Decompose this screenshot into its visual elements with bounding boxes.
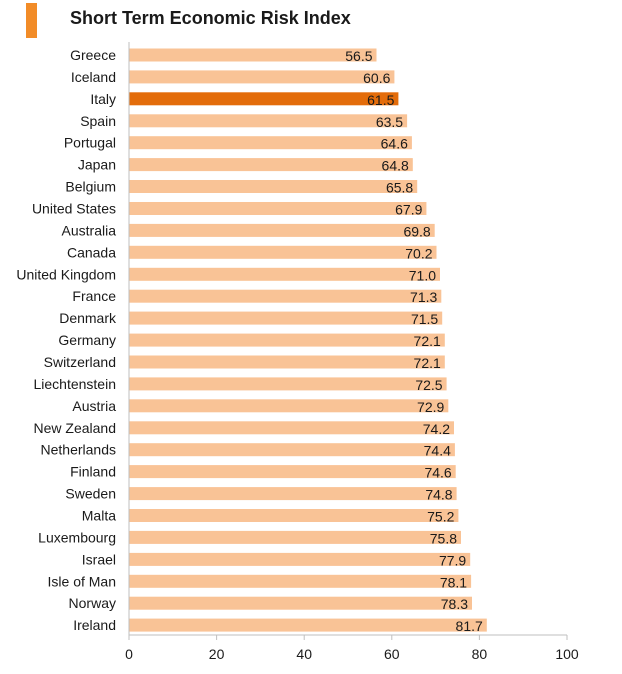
- bar: [129, 530, 461, 544]
- data-label: 78.1: [440, 574, 467, 590]
- data-label: 75.2: [427, 509, 454, 525]
- data-label: 72.5: [415, 377, 442, 393]
- data-label: 74.8: [425, 487, 452, 503]
- bar: [129, 180, 418, 193]
- bar: [129, 465, 456, 479]
- category-label: Israel: [82, 551, 116, 567]
- category-label: Liechtenstein: [33, 376, 116, 392]
- bar: [129, 267, 440, 281]
- category-label: New Zealand: [34, 420, 117, 436]
- x-tick-label: 80: [472, 646, 488, 662]
- category-label: Portugal: [64, 135, 116, 151]
- category-label: Italy: [90, 91, 116, 107]
- data-label: 69.8: [403, 223, 430, 239]
- x-tick-label: 60: [384, 646, 400, 662]
- data-label: 60.6: [363, 70, 390, 86]
- category-label: Netherlands: [41, 442, 117, 458]
- category-label: United Kingdom: [16, 266, 116, 282]
- data-label: 72.1: [414, 355, 441, 371]
- category-label: Greece: [70, 47, 116, 63]
- chart-title: Short Term Economic Risk Index: [70, 8, 351, 28]
- data-label: 81.7: [456, 618, 483, 634]
- data-label: 74.2: [423, 421, 450, 437]
- data-label: 63.5: [376, 114, 403, 130]
- bar: [129, 596, 472, 610]
- category-label: United States: [32, 201, 116, 217]
- bar: [129, 399, 449, 413]
- category-label: Japan: [78, 157, 116, 173]
- bar: [129, 552, 471, 566]
- bar: [129, 421, 454, 435]
- category-label: Switzerland: [44, 354, 116, 370]
- x-tick-label: 40: [296, 646, 312, 662]
- bar: [129, 70, 395, 84]
- bar: [129, 136, 412, 150]
- bar: [129, 48, 377, 62]
- category-label: Sweden: [65, 486, 116, 502]
- bar: [129, 223, 435, 237]
- category-label: Belgium: [65, 179, 116, 195]
- category-label: Denmark: [59, 310, 117, 326]
- data-label: 65.8: [386, 180, 413, 196]
- category-label: Luxembourg: [38, 529, 116, 545]
- data-label: 71.3: [410, 289, 437, 305]
- bar: [129, 114, 408, 128]
- data-label: 77.9: [439, 552, 466, 568]
- bar: [129, 333, 445, 347]
- bar: [129, 574, 472, 588]
- data-label: 74.4: [424, 443, 451, 459]
- data-label: 71.0: [409, 267, 436, 283]
- bar: [129, 289, 442, 303]
- category-label: Malta: [82, 508, 116, 524]
- category-label: Germany: [58, 332, 116, 348]
- category-label: Austria: [72, 398, 116, 414]
- category-label: Finland: [70, 464, 116, 480]
- data-label: 72.1: [414, 333, 441, 349]
- bar: [129, 355, 445, 369]
- bar: [129, 245, 437, 259]
- bar: [129, 311, 443, 325]
- category-label: Canada: [67, 244, 116, 260]
- category-label: Isle of Man: [48, 573, 116, 589]
- bar: [129, 202, 427, 215]
- category-label: Ireland: [73, 617, 116, 633]
- bar: [129, 443, 455, 457]
- data-label: 64.6: [381, 136, 408, 152]
- data-label: 72.9: [417, 399, 444, 415]
- category-label: Australia: [62, 222, 117, 238]
- bar: [129, 618, 487, 632]
- category-label: Spain: [80, 113, 116, 129]
- data-label: 56.5: [345, 48, 372, 64]
- x-tick-label: 0: [125, 646, 133, 662]
- data-label: 78.3: [441, 596, 468, 612]
- data-label: 71.5: [411, 311, 438, 327]
- x-tick-label: 100: [555, 646, 579, 662]
- category-label: France: [72, 288, 116, 304]
- data-label: 67.9: [395, 202, 422, 218]
- x-tick-label: 20: [209, 646, 225, 662]
- bar: [129, 158, 413, 172]
- data-label: 61.5: [367, 92, 394, 108]
- bar: [129, 92, 399, 106]
- data-label: 74.6: [424, 465, 451, 481]
- category-label: Norway: [69, 595, 116, 611]
- data-label: 75.8: [430, 530, 457, 546]
- category-label: Iceland: [71, 69, 116, 85]
- bar: [129, 377, 447, 391]
- data-label: 70.2: [405, 245, 432, 261]
- bar: [129, 487, 457, 501]
- data-label: 64.8: [382, 158, 409, 174]
- title-marker: [26, 3, 37, 38]
- bar: [129, 509, 459, 522]
